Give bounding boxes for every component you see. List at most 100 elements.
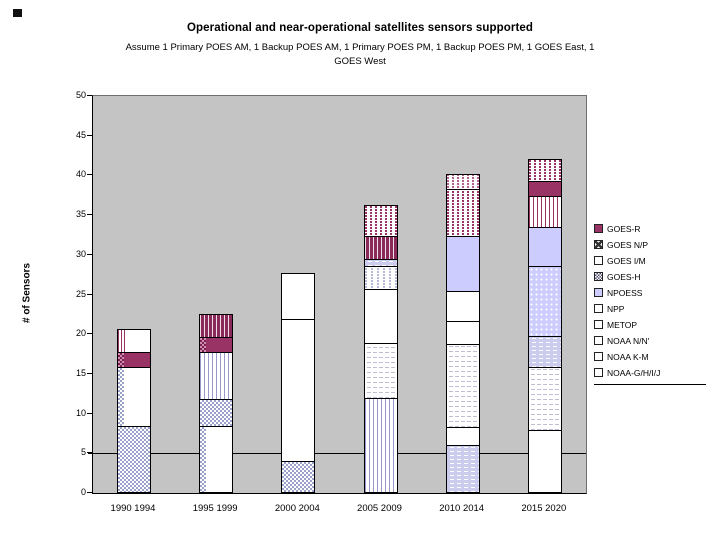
y-tick-mark: [87, 293, 92, 295]
bar-segment: [527, 367, 562, 431]
bar-segment: [117, 329, 152, 354]
y-tick-mark: [87, 134, 92, 136]
legend-label: NPP: [607, 303, 625, 314]
bar-segment: [281, 272, 316, 321]
y-axis-title: # of Sensors: [21, 262, 33, 324]
legend-marker-icon: [594, 272, 603, 281]
y-tick-mark: [87, 372, 92, 374]
legend-label: GOES N/P: [607, 239, 649, 250]
bar-2015-2020: [527, 158, 562, 493]
x-category-label: 2015 2020: [521, 503, 567, 514]
legend-item: GOES-R: [594, 221, 706, 236]
legend-item: METOP: [594, 317, 706, 332]
bar-segment: [363, 288, 398, 345]
bar-segment: [445, 189, 480, 237]
legend-label: GOES-H: [607, 271, 641, 282]
legend-item: NOAA K-M: [594, 349, 706, 364]
bar-2005-2009: [363, 205, 398, 493]
bar-segment: [527, 429, 562, 493]
y-tick-mark: [87, 412, 92, 414]
y-tick-label: 20: [75, 328, 86, 339]
legend-item: NPOESS: [594, 285, 706, 300]
bar-segment: [281, 461, 316, 493]
y-tick-label: 0: [80, 487, 86, 497]
bar-segment: [281, 319, 316, 463]
y-tick-mark: [87, 253, 92, 255]
chart-title: Operational and near-operational satelli…: [186, 22, 534, 34]
y-tick-mark: [87, 333, 92, 335]
bar-1990-1994: [117, 329, 152, 493]
y-tick-mark: [87, 95, 92, 96]
x-category-label: 2000 2004: [274, 503, 320, 514]
gridline-y5: [88, 453, 586, 455]
bar-segment: [199, 337, 234, 354]
bar-2000-2004: [281, 272, 316, 493]
bar-segment: [445, 235, 480, 292]
y-tick-label: 15: [75, 367, 86, 378]
bar-segment: [445, 321, 480, 346]
legend-marker-icon: [594, 304, 603, 313]
bar-segment: [527, 227, 562, 267]
bar-segment: [117, 366, 152, 427]
chart-subtitle: Assume 1 Primary POES AM, 1 Backup POES …: [0, 41, 720, 69]
legend-marker-icon: [594, 256, 603, 265]
y-tick-label: 40: [75, 169, 86, 180]
bar-segment: [527, 336, 562, 368]
bar-segment: [445, 344, 480, 428]
bar-segment: [527, 196, 562, 229]
legend-marker-icon: [594, 336, 603, 345]
legend-marker-icon: [594, 288, 603, 297]
legend-label: GOES I/M: [607, 255, 646, 266]
bar-segment: [117, 352, 152, 368]
x-category-label: 1990 1994: [110, 503, 156, 514]
legend-item: NPP: [594, 301, 706, 316]
x-category-label: 2010 2014: [439, 503, 485, 514]
bar-segment: [363, 397, 398, 493]
y-tick-label: 45: [75, 129, 86, 140]
y-tick-mark: [87, 174, 92, 176]
legend-label: METOP: [607, 319, 638, 330]
bar-segment: [363, 265, 398, 290]
bar-segment: [527, 181, 562, 198]
bar-segment: [527, 265, 562, 338]
legend-label: NOAA N/N': [607, 335, 650, 346]
legend-label: NOAA K-M: [607, 351, 649, 362]
legend-label: NOAA-G/H/I/J: [607, 367, 661, 378]
bar-segment: [117, 425, 152, 493]
legend-item: NOAA N/N': [594, 333, 706, 348]
y-tick-label: 50: [75, 90, 86, 100]
slide-corner-artifact: [13, 9, 22, 17]
bar-segment: [199, 352, 234, 400]
bar-segment: [199, 398, 234, 427]
legend-item: GOES-H: [594, 269, 706, 284]
legend: GOES-R GOES N/P GOES I/M GOES-H NPOESS NPP MET…: [594, 221, 706, 385]
bar-segment: [363, 236, 398, 260]
bar-segment: [445, 426, 480, 447]
y-tick-label: 35: [75, 209, 86, 220]
y-tick-mark: [87, 452, 92, 454]
bar-segment: [363, 205, 398, 238]
legend-item: NOAA-G/H/I/J: [594, 365, 706, 380]
legend-item: GOES N/P: [594, 237, 706, 252]
legend-label: GOES-R: [607, 223, 641, 234]
x-category-label: 2005 2009: [357, 503, 402, 514]
x-category-label: 1995 1999: [192, 503, 238, 514]
y-tick-mark: [87, 214, 92, 216]
y-tick-label: 5: [80, 447, 86, 458]
legend-label: NPOESS: [607, 287, 643, 298]
legend-marker-icon: [594, 320, 603, 329]
legend-marker-icon: [594, 224, 603, 233]
y-tick-label: 30: [75, 248, 86, 259]
y-tick-mark: [87, 492, 92, 493]
legend-item: GOES I/M: [594, 253, 706, 268]
bar-2010-2014: [445, 174, 480, 493]
legend-marker-icon: [594, 368, 603, 377]
bar-segment: [199, 314, 234, 339]
bar-segment: [445, 290, 480, 323]
bar-segment: [199, 425, 234, 493]
bar-segment: [363, 343, 398, 399]
y-tick-label: 10: [75, 407, 86, 418]
bar-1995-1999: [199, 314, 234, 493]
legend-marker-icon: [594, 240, 603, 249]
